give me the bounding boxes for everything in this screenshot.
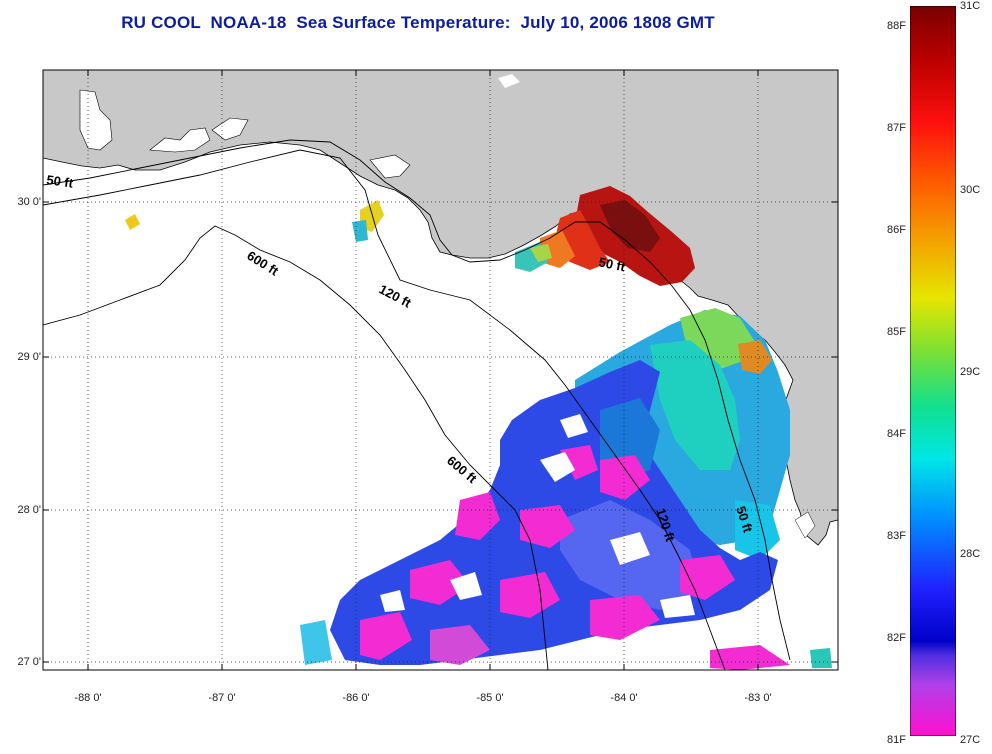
lon-label-85: -85 0' (476, 692, 504, 704)
lat-label-28: 28 0' (17, 504, 41, 516)
lon-label-83: -83 0' (744, 692, 772, 704)
cb-f-84: 84F (887, 428, 906, 440)
sst-map: 50 ft 600 ft 120 ft 50 ft 600 ft 120 ft … (42, 69, 839, 671)
cb-c-29: 29C (960, 366, 981, 378)
cb-f-85: 85F (887, 326, 906, 338)
contour-label-50-bigbend: 50 ft (597, 254, 627, 274)
pensacola-bay (149, 127, 211, 153)
axis-ticks (43, 70, 838, 670)
lat-label-29: 29 0' (17, 351, 41, 363)
lon-label-88: -88 0' (74, 692, 102, 704)
cb-f-88: 88F (887, 20, 906, 32)
map-title: RU COOL NOAA-18 Sea Surface Temperature:… (121, 13, 715, 32)
lon-label-84: -84 0' (610, 692, 638, 704)
contour-600ft (43, 225, 549, 670)
contour-50ft (43, 139, 791, 661)
cb-c-30: 30C (960, 184, 981, 196)
map-frame (42, 69, 839, 671)
graticule (43, 70, 838, 670)
cb-f-83: 83F (887, 530, 906, 542)
apalachicola-bay (369, 154, 411, 179)
small-island (498, 74, 520, 88)
lon-label-87: -87 0' (208, 692, 236, 704)
cb-f-87: 87F (887, 122, 906, 134)
sst-patches (125, 186, 832, 670)
cb-c-31: 31C (960, 0, 981, 12)
lat-label-30: 30 0' (17, 196, 41, 208)
choctawhatchee-bay (211, 117, 249, 141)
contour-label-50-west: 50 ft (46, 172, 75, 191)
cb-f-82: 82F (887, 632, 906, 644)
cb-f-86: 86F (887, 224, 906, 236)
contour-120ft (43, 149, 726, 670)
cb-c-27: 27C (960, 734, 981, 746)
lat-label-27: 27 0' (17, 656, 41, 668)
florida-east-bay (794, 511, 816, 539)
cb-f-81: 81F (887, 734, 906, 746)
temperature-colorbar (910, 6, 956, 736)
cb-c-28: 28C (960, 548, 981, 560)
bathymetry-contours (43, 139, 791, 670)
lon-label-86: -86 0' (342, 692, 370, 704)
